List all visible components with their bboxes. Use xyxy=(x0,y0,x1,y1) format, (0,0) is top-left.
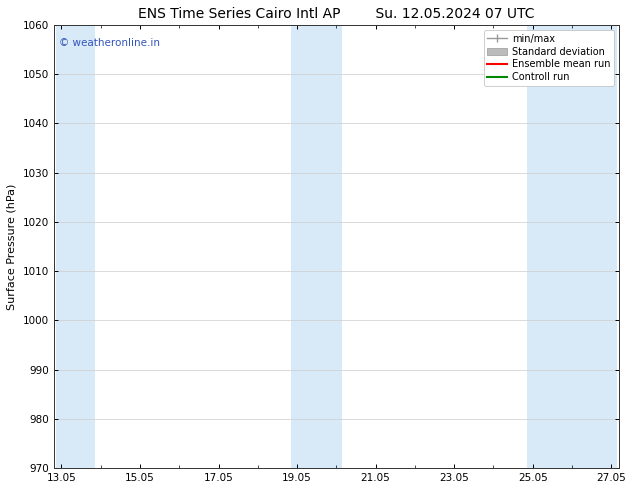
Title: ENS Time Series Cairo Intl AP        Su. 12.05.2024 07 UTC: ENS Time Series Cairo Intl AP Su. 12.05.… xyxy=(138,7,534,21)
Bar xyxy=(56,25,95,468)
Legend: min/max, Standard deviation, Ensemble mean run, Controll run: min/max, Standard deviation, Ensemble me… xyxy=(484,30,614,86)
Bar xyxy=(527,25,617,468)
Y-axis label: Surface Pressure (hPa): Surface Pressure (hPa) xyxy=(7,183,17,310)
Text: © weatheronline.in: © weatheronline.in xyxy=(59,38,160,48)
Bar xyxy=(291,25,342,468)
